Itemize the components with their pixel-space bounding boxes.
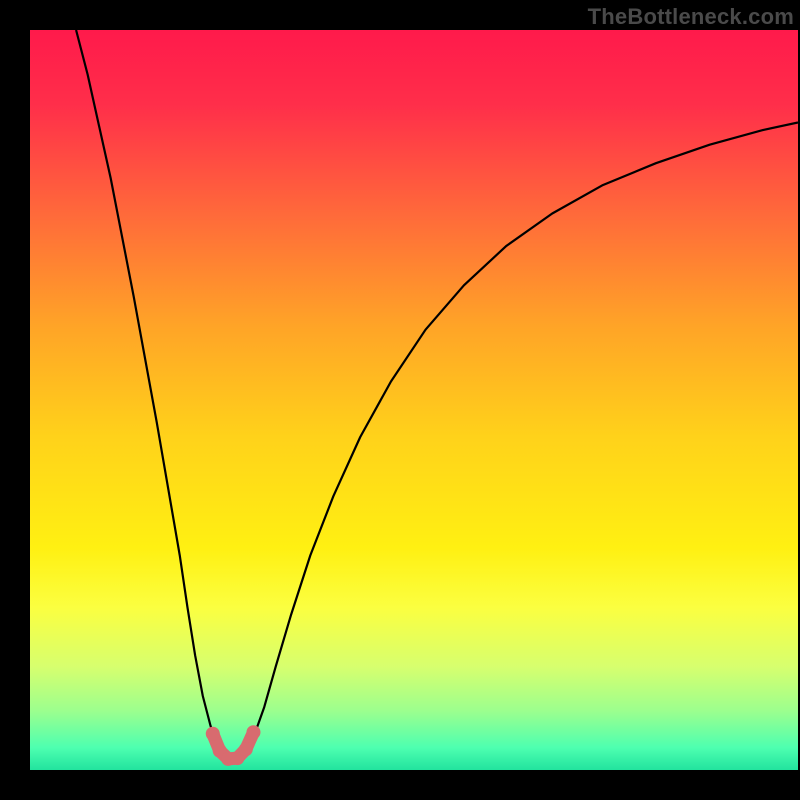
chart-background bbox=[30, 30, 798, 770]
chart-root: TheBottleneck.com bbox=[0, 0, 800, 800]
chart-svg bbox=[0, 0, 800, 800]
watermark-label: TheBottleneck.com bbox=[588, 4, 794, 30]
optimal-range-marker-dot bbox=[206, 727, 220, 741]
optimal-range-marker-dot bbox=[246, 725, 260, 739]
optimal-range-marker-dot bbox=[239, 742, 253, 756]
